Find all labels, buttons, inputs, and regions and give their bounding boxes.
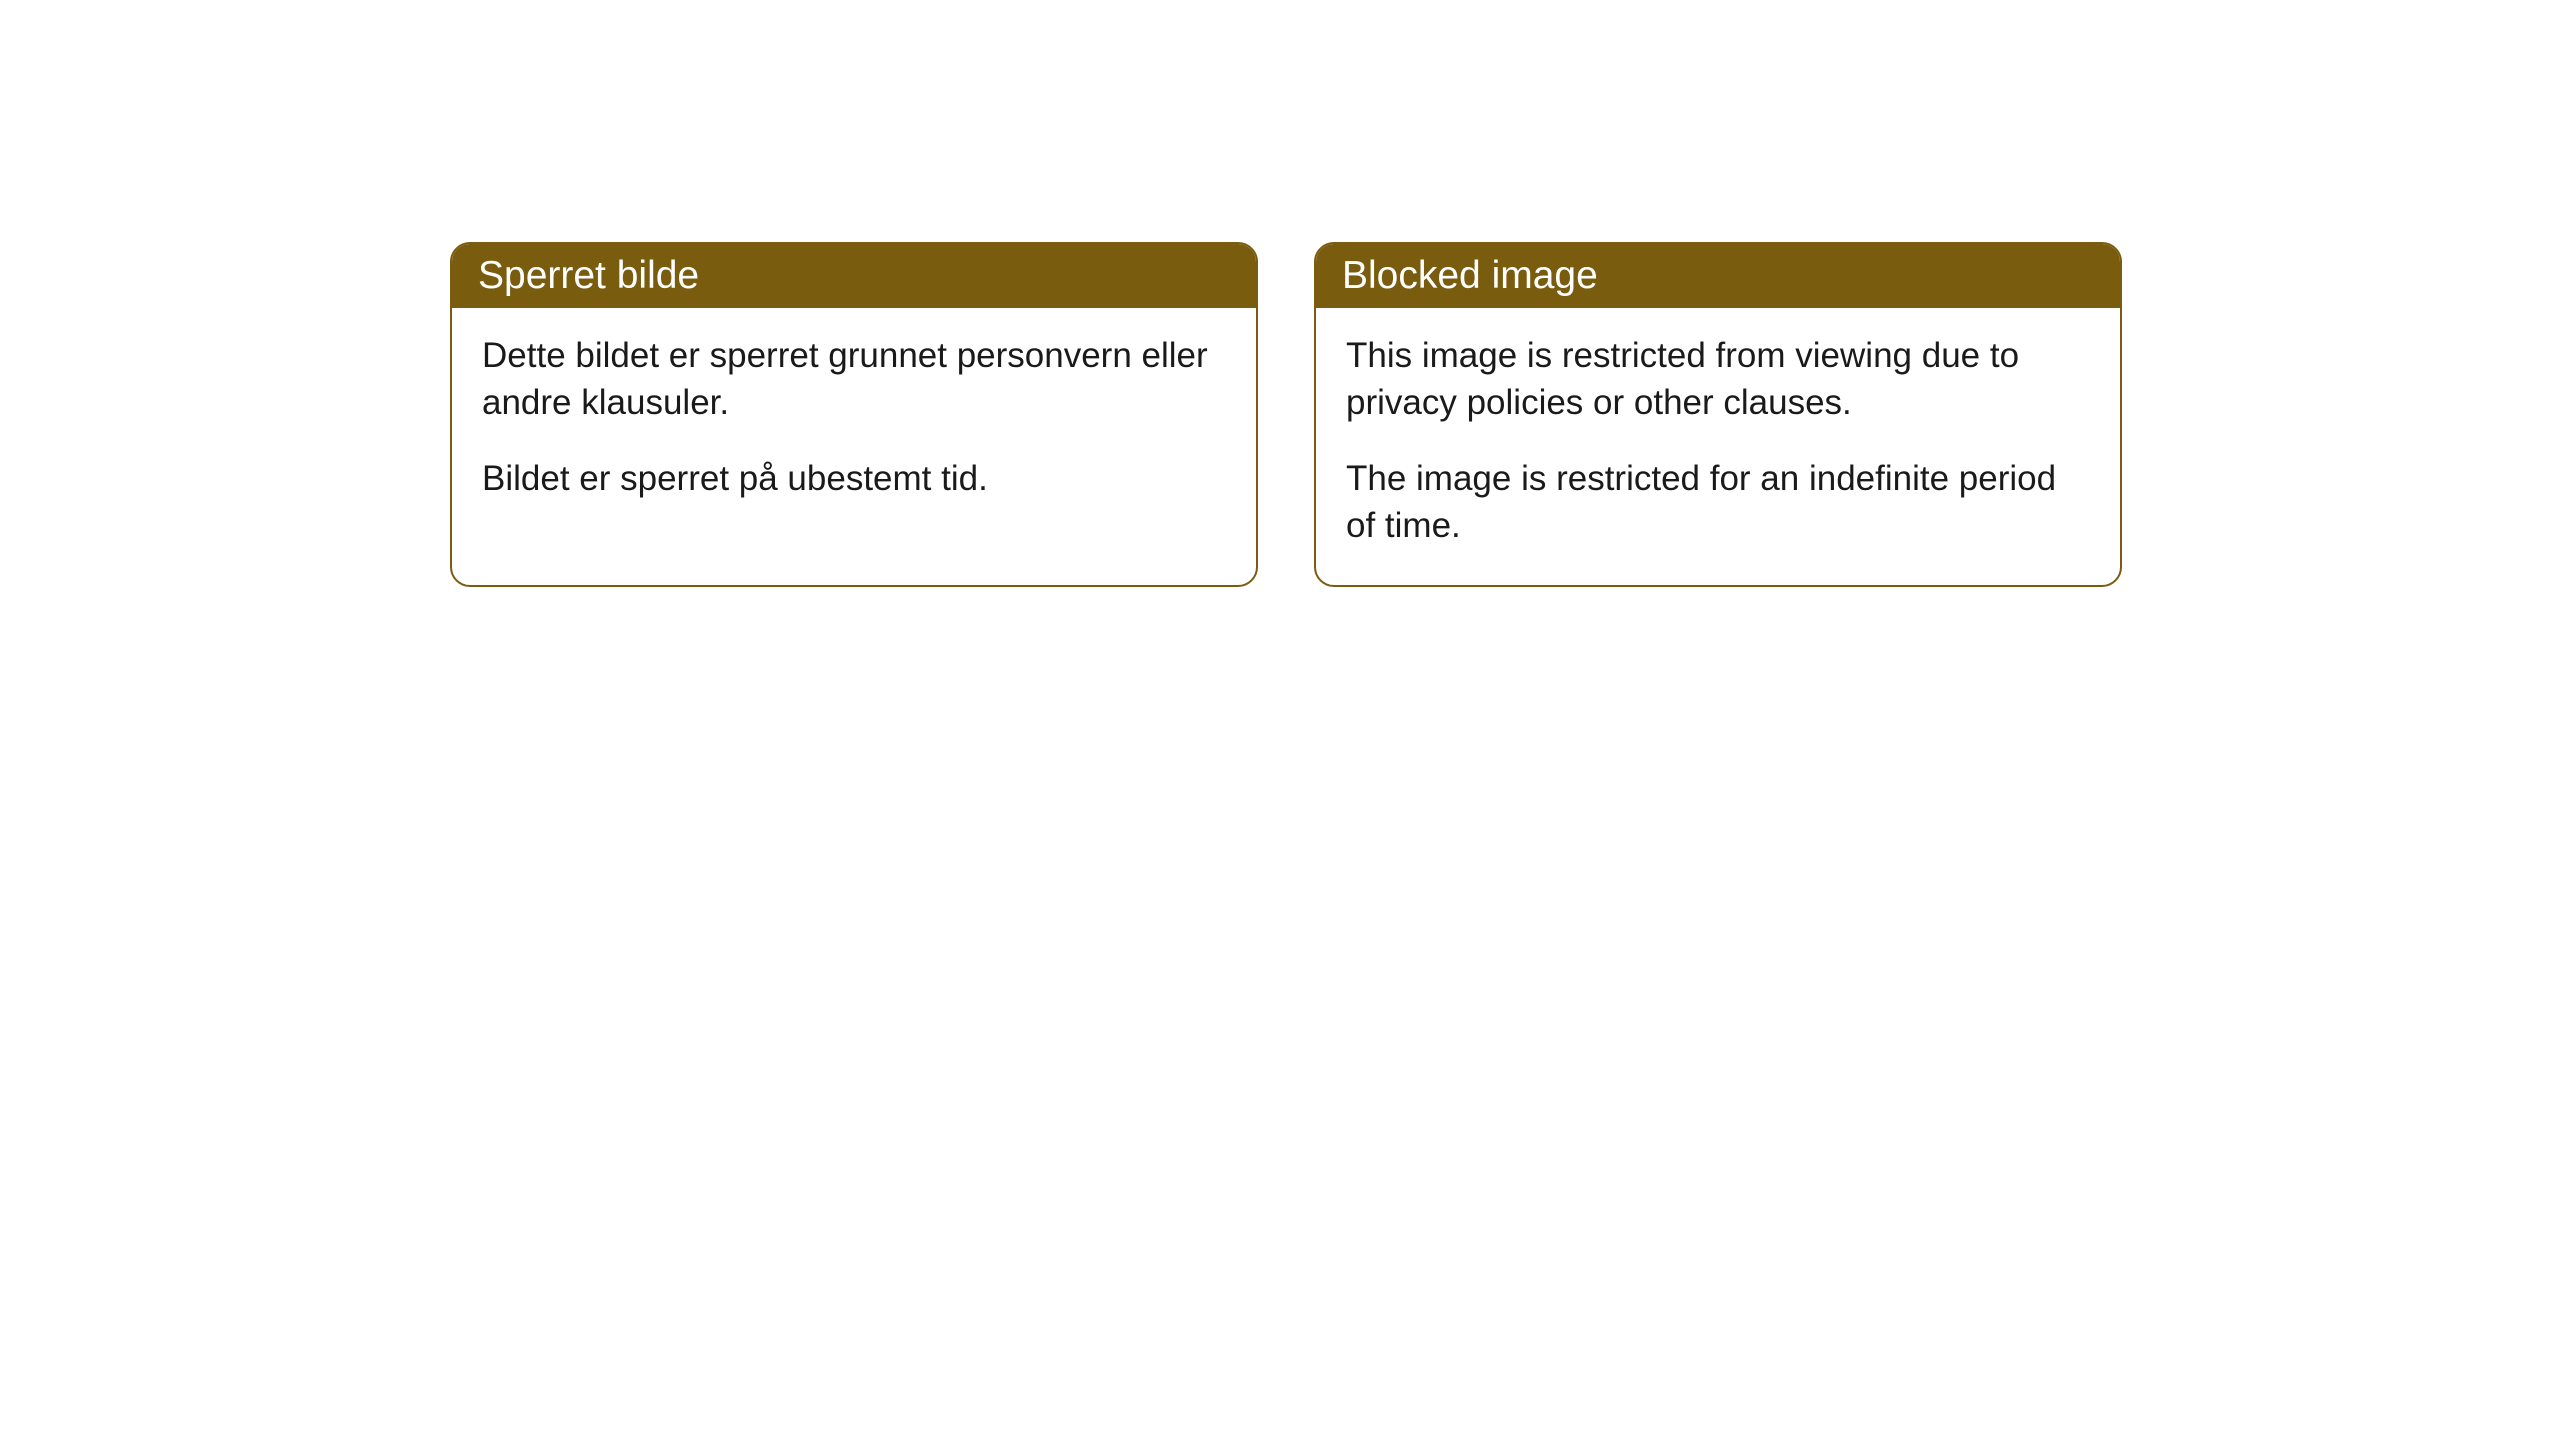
card-paragraph-2: The image is restricted for an indefinit… bbox=[1346, 455, 2090, 550]
card-body-en: This image is restricted from viewing du… bbox=[1316, 308, 2120, 585]
card-paragraph-2: Bildet er sperret på ubestemt tid. bbox=[482, 455, 1226, 502]
card-paragraph-1: This image is restricted from viewing du… bbox=[1346, 332, 2090, 427]
card-body-no: Dette bildet er sperret grunnet personve… bbox=[452, 308, 1256, 538]
notice-container: Sperret bilde Dette bildet er sperret gr… bbox=[0, 0, 2560, 587]
card-paragraph-1: Dette bildet er sperret grunnet personve… bbox=[482, 332, 1226, 427]
blocked-image-card-no: Sperret bilde Dette bildet er sperret gr… bbox=[450, 242, 1258, 587]
card-header-en: Blocked image bbox=[1316, 244, 2120, 308]
card-header-no: Sperret bilde bbox=[452, 244, 1256, 308]
blocked-image-card-en: Blocked image This image is restricted f… bbox=[1314, 242, 2122, 587]
